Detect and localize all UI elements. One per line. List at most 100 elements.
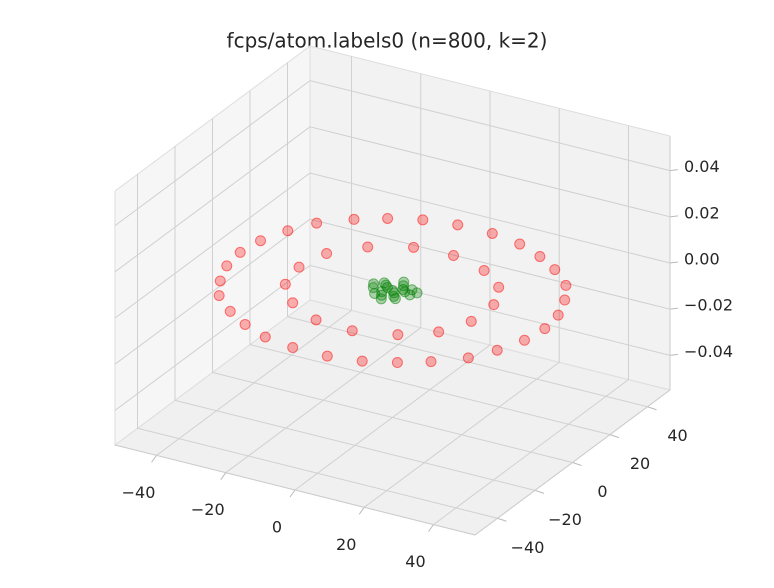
tick-mark — [669, 353, 679, 356]
point — [368, 278, 380, 290]
point — [375, 293, 387, 305]
point — [310, 314, 322, 326]
x-tick-label: −40 — [122, 483, 156, 502]
x-tick-label: 0 — [272, 518, 282, 537]
point — [346, 325, 358, 337]
tick-mark — [220, 472, 227, 480]
point — [486, 227, 498, 239]
grid-line — [294, 91, 491, 491]
point — [391, 357, 403, 369]
point — [478, 265, 490, 277]
x-tick-label: 20 — [336, 535, 356, 554]
point — [388, 287, 400, 299]
y-tick-label: 20 — [630, 454, 650, 473]
point — [348, 213, 360, 225]
tick-mark — [358, 507, 365, 515]
point — [552, 309, 564, 321]
point — [518, 334, 530, 346]
grid-line — [363, 108, 560, 508]
point — [362, 241, 374, 253]
grid-line — [225, 73, 422, 474]
point — [539, 323, 551, 335]
point — [293, 261, 305, 273]
grid-line — [287, 62, 648, 408]
point — [408, 241, 420, 253]
y-tick-label: 40 — [667, 426, 687, 445]
x-axis — [114, 444, 476, 536]
z-tick-label: 0.02 — [684, 203, 720, 222]
point — [224, 305, 236, 317]
point — [493, 281, 505, 293]
tick-mark — [151, 455, 157, 463]
point — [213, 290, 225, 302]
point — [321, 350, 333, 362]
tick-mark — [534, 489, 545, 494]
z-tick-label: −0.02 — [684, 296, 733, 315]
point — [239, 318, 251, 330]
point — [491, 344, 503, 356]
point — [234, 246, 246, 258]
point — [356, 355, 368, 367]
point — [452, 219, 464, 231]
grid-line — [433, 125, 629, 526]
point — [514, 238, 526, 250]
point — [376, 289, 388, 301]
y-tick-label: 0 — [597, 482, 607, 501]
z-tick-label: 0.00 — [684, 250, 720, 269]
point — [488, 299, 500, 311]
point — [448, 249, 460, 261]
point — [534, 251, 546, 263]
point — [321, 248, 333, 260]
point — [255, 235, 267, 247]
point — [559, 294, 571, 306]
tick-mark — [647, 406, 657, 411]
x-tick-label: 40 — [405, 552, 425, 571]
grid-line — [137, 174, 498, 519]
grid-line — [114, 218, 671, 365]
grid-line — [114, 126, 671, 273]
point — [287, 342, 299, 354]
point — [425, 356, 437, 368]
grid-line — [156, 56, 353, 456]
point — [282, 225, 294, 237]
y-tick-label: −20 — [548, 510, 582, 529]
tick-mark — [572, 462, 582, 466]
chart-title: fcps/atom.labels0 (n=800, k=2) — [227, 29, 548, 53]
point — [465, 315, 477, 327]
y-axis — [474, 389, 671, 536]
tick-mark — [669, 169, 679, 172]
grid-line — [114, 264, 671, 411]
point — [462, 352, 474, 364]
point — [560, 279, 572, 291]
y-tick-label: −40 — [511, 538, 545, 557]
point — [311, 217, 323, 229]
tick-mark — [669, 261, 679, 264]
point — [549, 264, 561, 276]
tick-mark — [428, 524, 434, 532]
tick-mark — [669, 307, 679, 310]
point — [287, 297, 299, 309]
point — [279, 278, 291, 290]
tick-mark — [289, 489, 296, 498]
point — [397, 283, 409, 295]
tick-mark — [669, 215, 679, 218]
point — [433, 326, 445, 338]
point — [417, 214, 429, 226]
point — [411, 287, 423, 299]
grid-line — [114, 80, 671, 227]
point — [382, 212, 394, 224]
grid-line — [212, 118, 573, 463]
point — [392, 329, 404, 341]
tick-mark — [497, 517, 507, 522]
z-tick-label: 0.04 — [684, 157, 720, 176]
point — [214, 275, 226, 287]
grid-line — [114, 172, 671, 319]
point — [221, 260, 233, 272]
grid-line — [174, 146, 536, 491]
grid-line — [249, 90, 611, 436]
x-tick-label: −20 — [191, 500, 225, 519]
z-tick-label: −0.04 — [684, 342, 733, 361]
tick-mark — [609, 434, 620, 439]
point — [259, 331, 271, 343]
